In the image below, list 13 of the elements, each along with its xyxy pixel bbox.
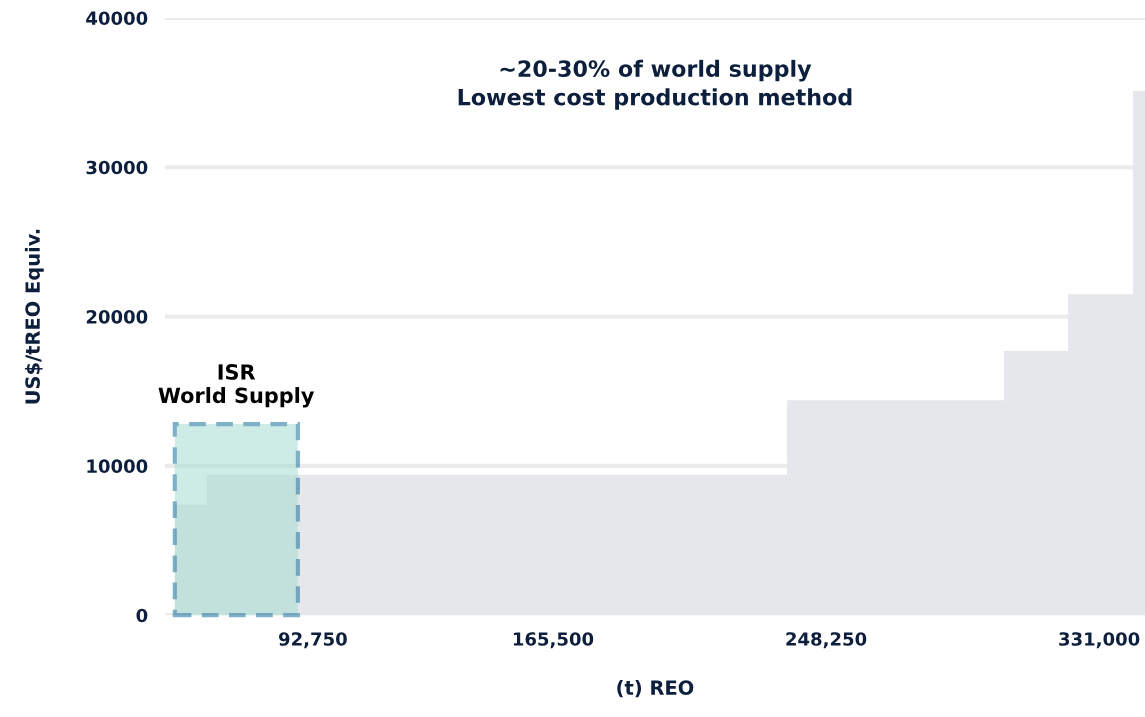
annotation: ISR World Supply xyxy=(158,364,315,408)
y-tick-label: 40000 xyxy=(86,11,148,26)
y-axis-title: US$/tREO Equiv. xyxy=(24,229,44,404)
y-tick-label: 0 xyxy=(136,608,148,623)
y-tick-label: 30000 xyxy=(86,160,148,175)
x-tick-label: 165,500 xyxy=(513,632,594,649)
x-tick-label: 92,750 xyxy=(278,632,347,649)
y-tick-label: 10000 xyxy=(87,459,148,473)
x-tick-label: 248,250 xyxy=(786,632,867,649)
x-tick-label: 331,000 xyxy=(1059,632,1140,649)
text: ~20-30% of world supply Lowest cost production method xyxy=(458,59,852,110)
y-tick-label: 20000 xyxy=(86,310,148,324)
x-axis-title: (t) REO xyxy=(617,679,694,698)
